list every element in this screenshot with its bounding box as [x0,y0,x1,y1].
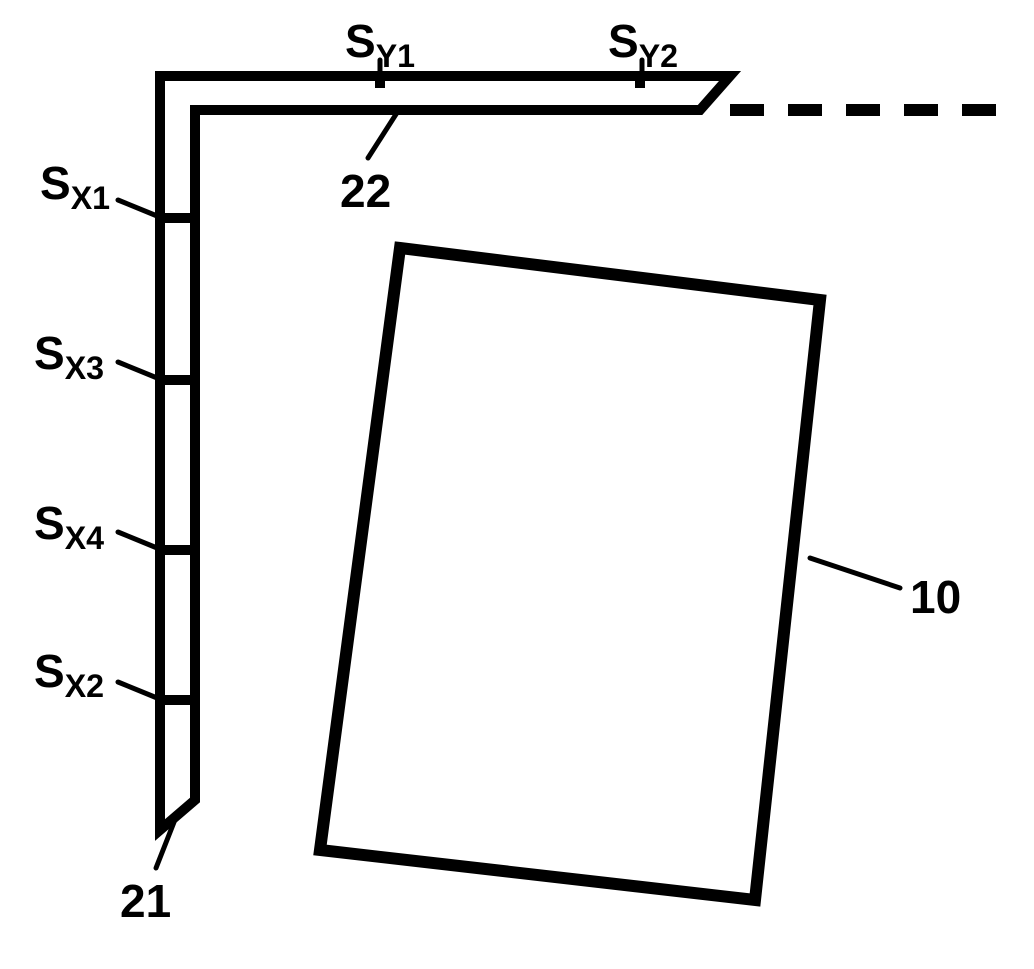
label-sx2: SX2 [34,648,104,702]
leader-n10 [810,558,900,588]
label-n10: 10 [910,574,961,620]
label-sy2-main: S [608,15,639,67]
label-sx3: SX3 [34,330,104,384]
diagram-svg [0,0,1034,969]
label-sy2-sub: Y2 [639,38,678,74]
label-sy1-sub: Y1 [376,38,415,74]
label-n22: 22 [340,168,391,214]
label-sx1-main: S [40,157,71,209]
label-sx1: SX1 [40,160,110,214]
label-sx4-main: S [34,497,65,549]
label-sx2-sub: X2 [65,668,104,704]
label-sy1: SY1 [345,18,415,72]
diagram-stage: SY1SY2SX1SX3SX4SX2222110 [0,0,1034,969]
label-n21: 21 [120,878,171,924]
label-sx3-main: S [34,327,65,379]
leader-n22 [368,108,400,158]
tilted-rect-10 [320,248,820,900]
label-sx1-sub: X1 [71,180,110,216]
label-sx4-sub: X4 [65,520,104,556]
label-sx4: SX4 [34,500,104,554]
label-sx3-sub: X3 [65,350,104,386]
bracket-outline [160,76,730,830]
label-sy1-main: S [345,15,376,67]
label-sx2-main: S [34,645,65,697]
label-sy2: SY2 [608,18,678,72]
